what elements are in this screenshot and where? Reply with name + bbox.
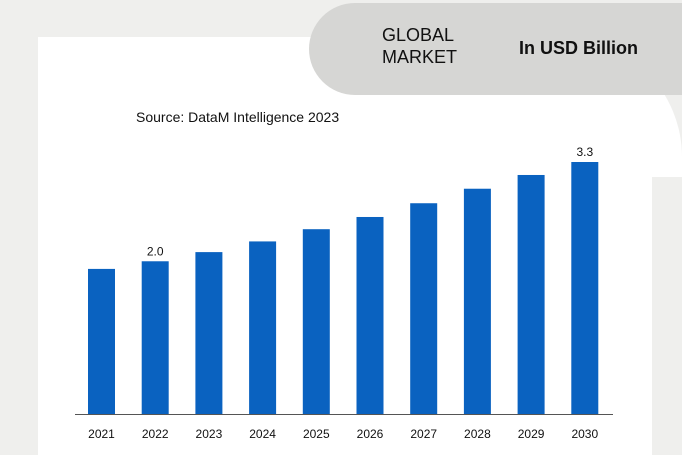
x-tick-label: 2029 <box>518 427 545 441</box>
region-label: GLOBAL MARKET <box>382 25 458 67</box>
bar-2029 <box>517 174 545 414</box>
header-banner <box>309 3 682 95</box>
bar-2030 <box>571 162 599 414</box>
x-tick-label: 2030 <box>571 427 598 441</box>
bar-2022 <box>141 261 169 414</box>
bar-2026 <box>356 216 384 414</box>
x-tick-label: 2023 <box>196 427 223 441</box>
bar-2027 <box>410 203 438 414</box>
x-tick-label: 2027 <box>410 427 437 441</box>
unit-label: In USD Billion <box>519 38 638 58</box>
x-tick-label: 2025 <box>303 427 330 441</box>
bar-2028 <box>463 188 491 414</box>
bar-2025 <box>302 229 330 414</box>
x-tick-label: 2021 <box>88 427 115 441</box>
x-tick-label: 2028 <box>464 427 491 441</box>
data-label: 3.3 <box>576 145 593 159</box>
bar-2021 <box>88 268 115 414</box>
x-tick-label: 2026 <box>357 427 384 441</box>
x-tick-label: 2022 <box>142 427 169 441</box>
bar-2024 <box>249 241 277 414</box>
bar-2023 <box>195 252 223 414</box>
source-note: Source: DataM Intelligence 2023 <box>136 109 340 125</box>
x-tick-label: 2024 <box>249 427 276 441</box>
data-label: 2.0 <box>147 244 164 258</box>
